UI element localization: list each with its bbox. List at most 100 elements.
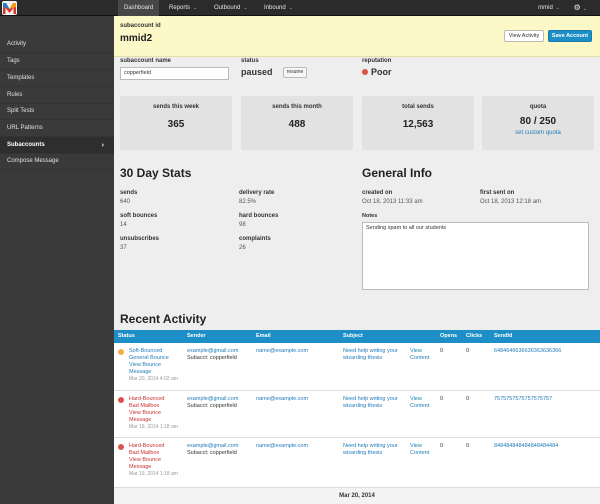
column-status[interactable]: Status xyxy=(118,333,135,339)
status-reason: General Bounce xyxy=(129,355,169,361)
status-dot-icon xyxy=(118,397,124,403)
column-opens[interactable]: Opens xyxy=(440,333,458,339)
sidebar-item-rules[interactable]: Rules xyxy=(0,87,114,104)
email-link[interactable]: name@example.com xyxy=(256,348,309,354)
card-quota: quota 80 / 250 set custom quota xyxy=(482,96,594,150)
nav-dashboard[interactable]: Dashboard xyxy=(118,0,160,16)
column-email[interactable]: Email xyxy=(256,333,271,339)
table-row: Hard-Bounced Bad Mailbox View Bounce Mess… xyxy=(114,391,600,438)
clicks-value: 0 xyxy=(466,443,470,449)
nav-outbound[interactable]: Outbound ⌄ xyxy=(214,5,248,11)
created-on-label: created on xyxy=(362,190,393,196)
card-label: quota xyxy=(529,104,547,110)
app-logo[interactable] xyxy=(2,1,17,15)
card-label: total sends xyxy=(402,104,434,110)
sidebar: Activity Tags Templates Rules Split Test… xyxy=(0,16,114,504)
view-bounce-link[interactable]: View Bounce Message xyxy=(129,362,162,375)
reputation-status-dot xyxy=(362,69,368,75)
subaccount-text: Subacct: copperfield xyxy=(187,450,237,456)
stat-value: 26 xyxy=(239,245,246,251)
status-reason: Bad Mailbox xyxy=(129,403,160,409)
stat-value: 640 xyxy=(120,199,131,205)
status-value: paused xyxy=(241,67,273,77)
stat-label: delivery rate xyxy=(239,190,275,196)
subject-link[interactable]: Need help writing your wizarding thesis xyxy=(343,396,398,409)
sidebar-item-activity[interactable]: Activity xyxy=(0,36,114,53)
sidebar-item-subaccounts[interactable]: Subaccounts › xyxy=(0,137,114,154)
sender-link[interactable]: example@gmail.com xyxy=(187,348,239,354)
subaccount-name-label: subaccount name xyxy=(120,58,172,64)
sidebar-item-templates[interactable]: Templates xyxy=(0,70,114,87)
status-text: Hard-Bounced xyxy=(129,443,165,449)
clicks-value: 0 xyxy=(466,348,470,354)
sidebar-item-compose-message[interactable]: Compose Message xyxy=(0,153,114,170)
save-account-button[interactable]: Save Account xyxy=(548,30,592,42)
created-on-value: Oct 18, 2013 11:33 am xyxy=(362,199,423,205)
view-bounce-link[interactable]: View Bounce Message xyxy=(129,457,162,470)
gear-icon[interactable]: ⚙ ⌄ xyxy=(573,3,587,12)
stat-label: unsubscribes xyxy=(120,236,160,242)
card-label: sends this week xyxy=(152,104,200,110)
nav-reports[interactable]: Reports ⌄ xyxy=(169,5,198,11)
subaccount-header: subaccount id mmid2 View Activity Save A… xyxy=(114,16,600,57)
first-sent-label: first sent on xyxy=(480,190,515,196)
subject-link[interactable]: Need help writing your wizarding thesis xyxy=(343,348,398,361)
card-label: sends this month xyxy=(272,104,322,110)
subaccount-id-label: subaccount id xyxy=(120,23,161,29)
stat-value: 37 xyxy=(120,245,127,251)
logo-m-icon xyxy=(3,3,16,14)
sender-link[interactable]: example@gmail.com xyxy=(187,396,239,402)
row-date: Mar 19, 2014 1:18 am xyxy=(129,471,178,477)
status-cell: Hard-Bounced Bad Mailbox View Bounce Mess… xyxy=(129,443,185,478)
view-content-link[interactable]: View Content xyxy=(410,396,430,409)
status-cell: Soft-Bounced General Bounce View Bounce M… xyxy=(129,348,185,383)
resume-button[interactable]: resume xyxy=(283,67,307,78)
opens-value: 0 xyxy=(440,396,444,402)
stat-value: 82.5% xyxy=(239,199,257,205)
sendid-link[interactable]: 7575757575757575757 xyxy=(494,396,553,402)
column-sender[interactable]: Sender xyxy=(187,333,206,339)
chevron-down-icon: ⌄ xyxy=(193,5,198,11)
status-text: Hard-Bounced xyxy=(129,396,165,402)
view-content-link[interactable]: View Content xyxy=(410,443,430,456)
view-content-link[interactable]: View Content xyxy=(410,348,430,361)
card-value: 488 xyxy=(288,119,306,130)
card-value: 365 xyxy=(167,119,185,130)
sidebar-item-url-patterns[interactable]: URL Patterns xyxy=(0,120,114,137)
notes-textarea[interactable]: Sending spam to all our students xyxy=(362,222,589,290)
stat-label: sends xyxy=(120,190,138,196)
top-navbar: Dashboard Reports ⌄ Outbound ⌄ Inbound ⌄ mm… xyxy=(0,0,600,16)
subaccount-text: Subacct: copperfield xyxy=(187,403,237,409)
set-custom-quota-link[interactable]: set custom quota xyxy=(515,130,561,136)
column-subject[interactable]: Subject xyxy=(343,333,363,339)
email-link[interactable]: name@example.com xyxy=(256,443,309,449)
stat-label: soft bounces xyxy=(120,213,158,219)
activity-table-header: Status Sender Email Subject Opens Clicks… xyxy=(114,330,600,343)
status-dot-icon xyxy=(118,444,124,450)
sendid-link[interactable]: 848484848484848484484 xyxy=(494,443,559,449)
sidebar-item-split-tests[interactable]: Split Tests xyxy=(0,103,114,120)
stat-label: complaints xyxy=(239,236,271,242)
table-row: Hard-Bounced Bad Mailbox View Bounce Mess… xyxy=(114,438,600,488)
subject-link[interactable]: Need help writing your wizarding thesis xyxy=(343,443,398,456)
email-link[interactable]: name@example.com xyxy=(256,396,309,402)
view-activity-button[interactable]: View Activity xyxy=(504,30,544,42)
sender-cell: example@gmail.com Subacct: copperfield xyxy=(187,443,238,457)
sender-cell: example@gmail.com Subacct: copperfield xyxy=(187,396,238,410)
stat-label: hard bounces xyxy=(239,213,279,219)
sender-link[interactable]: example@gmail.com xyxy=(187,443,239,449)
column-clicks[interactable]: Clicks xyxy=(466,333,483,339)
view-bounce-link[interactable]: View Bounce Message xyxy=(129,410,162,423)
card-sends-this-week: sends this week 365 xyxy=(120,96,232,150)
subaccount-name-input[interactable]: copperfield xyxy=(120,67,229,80)
nav-inbound[interactable]: Inbound ⌄ xyxy=(264,5,293,11)
column-sendid[interactable]: SendId xyxy=(494,333,513,339)
general-info-title: General Info xyxy=(362,166,433,180)
table-row: Soft-Bounced General Bounce View Bounce M… xyxy=(114,343,600,391)
user-menu[interactable]: mmid ⌄ xyxy=(538,5,560,11)
status-cell: Hard-Bounced Bad Mailbox View Bounce Mess… xyxy=(129,396,185,431)
sendid-link[interactable]: 6484646636636363636366 xyxy=(494,348,562,354)
sidebar-item-tags[interactable]: Tags xyxy=(0,53,114,70)
opens-value: 0 xyxy=(440,443,444,449)
sender-cell: example@gmail.com Subacct: copperfield xyxy=(187,348,238,362)
